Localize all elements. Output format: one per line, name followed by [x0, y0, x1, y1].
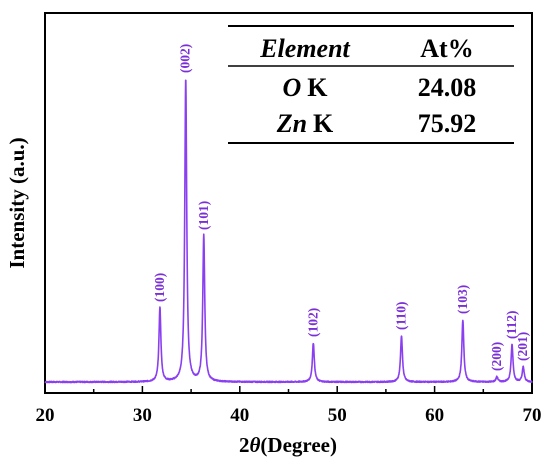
xrd-spectrum-line — [44, 79, 533, 384]
peak-label: (002) — [178, 44, 193, 73]
x-axis-label: 2θ(Degree) — [239, 433, 337, 457]
peak-label: (103) — [455, 285, 470, 314]
table-row-zn-symbol: Zn — [276, 109, 307, 138]
x-axis-label-theta: θ — [250, 433, 261, 457]
peak-label: (101) — [196, 201, 211, 230]
table-row-o-line: K — [307, 73, 328, 102]
x-tick-label: 20 — [36, 405, 55, 426]
x-tick-label: 60 — [425, 405, 444, 426]
x-axis-label-number: 2 — [239, 433, 250, 457]
x-axis-label-unit: (Degree) — [260, 433, 337, 457]
peak-label: (200) — [489, 342, 504, 371]
table-row-zn-value: 75.92 — [418, 109, 477, 138]
table-row-o-symbol: O — [282, 73, 301, 102]
y-axis-label: Intensity (a.u.) — [5, 137, 29, 268]
x-tick-label: 70 — [523, 405, 542, 426]
x-axis-tick-labels: 20 30 40 50 60 70 — [36, 405, 542, 426]
peak-label: (112) — [504, 311, 519, 340]
peak-label: (110) — [394, 302, 409, 331]
peak-label: (201) — [515, 332, 530, 361]
table-row-o-value: 24.08 — [418, 73, 477, 102]
x-tick-label: 40 — [230, 405, 249, 426]
table-row-zn-element: Zn K — [276, 109, 334, 138]
plot-frame — [44, 12, 533, 394]
table-header-element: Element — [259, 34, 350, 63]
x-tick-label: 30 — [133, 405, 152, 426]
x-axis-ticks — [44, 386, 533, 393]
x-tick-label: 50 — [328, 405, 347, 426]
peak-label: (102) — [305, 308, 320, 337]
peak-labels: (100) (002) (101) (102) (110) (103) (200)(112)… — [152, 44, 530, 371]
table-header-atpercent: At% — [420, 34, 473, 63]
table-row-zn-line: K — [313, 109, 334, 138]
peak-label: (100) — [152, 273, 167, 302]
